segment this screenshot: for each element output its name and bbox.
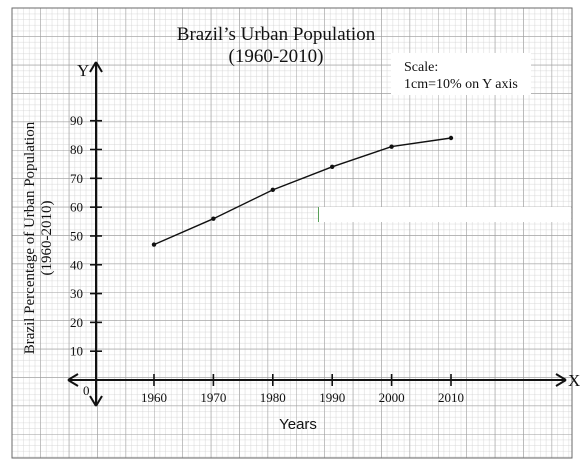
data-point <box>211 216 216 221</box>
y-tick-label: 50 <box>70 228 83 243</box>
x-tick-label: 1990 <box>319 390 345 405</box>
x-tick-label: 2010 <box>438 390 464 405</box>
data-point <box>330 164 335 170</box>
y-axis-ticks: 10 20 30 40 50 60 70 80 90 <box>70 113 102 359</box>
scale-note-text: 1cm=10% on Y axis <box>404 77 518 92</box>
x-axis-title: Years <box>279 416 317 433</box>
data-point <box>270 187 275 193</box>
data-point <box>389 144 394 149</box>
scale-note: Scale: 1cm=10% on Y axis <box>391 53 531 95</box>
y-axis-title: Brazil Percentage of Urban Population <box>22 121 38 354</box>
chart-title: Brazil’s Urban Population (1960-2010) <box>177 24 376 67</box>
chart-subtitle-line: (1960-2010) <box>229 46 324 67</box>
y-axis-label: Brazil Percentage of Urban Population (1… <box>22 121 55 354</box>
y-tick-label: 10 <box>70 344 83 359</box>
y-axis-up-arrow <box>89 61 103 73</box>
data-point <box>151 242 157 247</box>
y-tick-label: 90 <box>70 113 83 128</box>
series-line <box>153 137 452 246</box>
x-tick-label: 1970 <box>200 390 226 405</box>
x-tick-label: 2000 <box>379 390 405 405</box>
x-axis-ticks: 1960 1970 1980 1990 2000 2010 <box>141 374 464 405</box>
y-tick-label: 30 <box>70 286 83 301</box>
x-axis-left-arrow <box>67 373 79 387</box>
y-tick-label: 70 <box>70 171 83 186</box>
x-tick-label: 1960 <box>141 390 167 405</box>
axes: Y X 0 <box>67 61 580 407</box>
scale-note-title: Scale: <box>404 60 438 75</box>
y-tick-label: 80 <box>70 142 83 157</box>
redaction-bar <box>318 207 571 222</box>
x-axis-right-arrow <box>555 373 567 387</box>
x-tick-label: 1980 <box>260 390 286 405</box>
y-tick-label: 60 <box>70 200 83 215</box>
origin-label: 0 <box>83 383 90 398</box>
y-tick-label: 40 <box>70 257 83 272</box>
chart-title-line: Brazil’s Urban Population <box>177 24 376 45</box>
y-tick-label: 20 <box>70 315 83 330</box>
y-axis-subtitle: (1960-2010) <box>39 201 55 276</box>
data-point <box>448 135 454 141</box>
y-axis-letter: Y <box>77 61 89 80</box>
scale-note-box <box>391 53 531 95</box>
y-axis-down-arrow <box>89 395 103 407</box>
x-axis-letter: X <box>568 371 580 390</box>
series-layer <box>151 135 454 247</box>
